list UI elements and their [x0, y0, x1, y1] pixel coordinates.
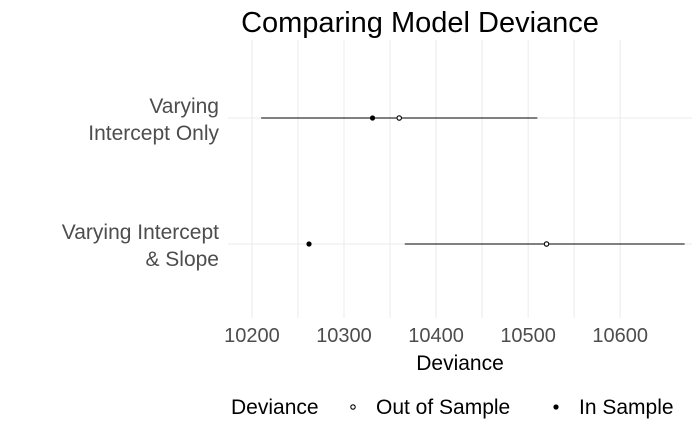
out-of-sample-point-1	[543, 241, 550, 247]
legend-title: Deviance	[231, 396, 319, 419]
y-category-label-0-line-1: Intercept Only	[88, 122, 219, 145]
chart-title: Comparing Model Deviance	[241, 7, 599, 39]
grid-lines	[228, 40, 692, 318]
y-category-label-1-line-0: Varying Intercept	[62, 221, 219, 244]
in-sample-point-0	[369, 115, 376, 121]
x-axis-label: Deviance	[416, 352, 504, 375]
out-of-sample-point-0	[396, 115, 402, 121]
y-category-label-1: Varying Intercept & Slope	[62, 221, 219, 271]
in-sample-point-1	[306, 241, 312, 247]
legend-key-in-sample	[553, 404, 559, 410]
y-category-label-1-line-1: & Slope	[145, 248, 219, 271]
x-tick-label-2: 10400	[408, 325, 464, 347]
y-category-labels: Varying Intercept Only Varying Intercept & …	[62, 95, 220, 271]
deviance-intervals	[261, 117, 685, 245]
y-category-label-0: Varying Intercept Only	[88, 95, 219, 145]
x-tick-label-4: 10600	[592, 325, 648, 347]
y-category-label-0-line-0: Varying	[149, 95, 219, 118]
legend-label-out-of-sample: Out of Sample	[376, 396, 510, 419]
x-tick-label-1: 10300	[316, 325, 372, 347]
x-tick-label-3: 10500	[500, 325, 556, 347]
deviance-points	[306, 115, 550, 247]
x-tick-label-0: 10200	[224, 325, 280, 347]
legend-label-in-sample: In Sample	[579, 396, 674, 419]
legend: Deviance Out of Sample In Sample	[231, 396, 674, 419]
legend-key-out-of-sample	[350, 404, 356, 410]
x-tick-labels: 10200 10300 10400 10500 10600	[224, 325, 648, 347]
